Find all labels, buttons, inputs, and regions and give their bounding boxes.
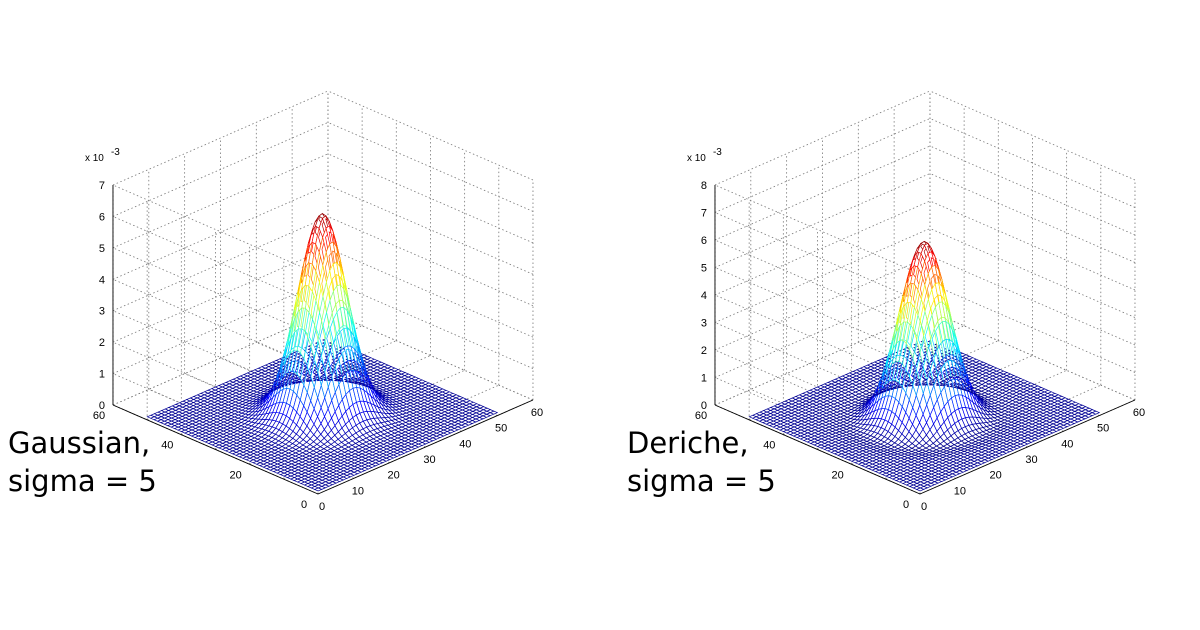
z-exponent-power: -3 — [111, 147, 120, 158]
x-tick-label: 10 — [954, 485, 966, 497]
wall-grid-line — [327, 247, 534, 338]
z-tick-label: 0 — [701, 400, 707, 412]
y-tick-label: 20 — [832, 469, 844, 481]
wall-grid-line — [112, 216, 329, 312]
wall-grid-line — [929, 118, 1136, 208]
surface-mesh — [146, 212, 499, 492]
z-tick-label: 7 — [99, 180, 105, 192]
x-tick-label: 60 — [1133, 407, 1145, 419]
wall-grid-line — [714, 145, 931, 241]
wall-grid-line — [327, 310, 534, 401]
wall-grid-line — [714, 255, 931, 351]
z-tick-label: 0 — [99, 400, 105, 412]
surface-mesh — [748, 240, 1101, 492]
wall-grid-line — [112, 184, 329, 280]
x-tick-label: 60 — [531, 407, 543, 419]
z-tick-label: 4 — [99, 274, 105, 286]
wall-grid-line — [929, 283, 1136, 373]
x-tick-label: 40 — [459, 438, 471, 450]
wall-grid-line — [327, 279, 534, 369]
x-tick-label: 20 — [388, 470, 400, 482]
y-tick-label: 40 — [763, 440, 775, 452]
wall-grid-line — [929, 200, 1136, 291]
caption-line-1: Gaussian, — [8, 426, 151, 460]
x-tick-label: 0 — [319, 501, 325, 513]
deriche-surface-plot: 0 10 20 30 40 50 60 0 20 40 60 0 1 2 3 4 5 6 7 8 x 10 -3 Deri… — [600, 0, 1200, 630]
x-tick-label: 30 — [423, 454, 435, 466]
z-tick-label: 3 — [99, 306, 105, 318]
wall-grid-line — [929, 90, 1136, 181]
wall-grid-line — [714, 228, 931, 323]
wall-grid-line — [327, 122, 534, 212]
wall-grid-line — [327, 90, 534, 181]
z-tick-label: 2 — [99, 337, 105, 349]
surface-cell — [489, 410, 499, 415]
x-axis-line — [919, 399, 1136, 495]
y-tick-label: 0 — [903, 499, 909, 511]
z-tick-label: 4 — [701, 290, 707, 302]
axis-lines — [714, 185, 1136, 495]
caption-line-2: sigma = 5 — [8, 464, 157, 498]
z-exponent-label: x 10 — [85, 153, 104, 164]
z-tick-label: 6 — [701, 235, 707, 247]
y-tick-label: 20 — [230, 469, 242, 481]
z-tick-label: 3 — [701, 318, 707, 330]
z-exponent-label: x 10 — [687, 153, 706, 164]
x-tick-label: 20 — [990, 470, 1002, 482]
wall-grid-line — [112, 247, 329, 343]
wall-grid-line — [929, 173, 1136, 263]
gaussian-caption: Gaussian, sigma = 5 — [8, 424, 157, 500]
y-tick-label: 60 — [695, 410, 707, 422]
x-tick-label: 50 — [495, 423, 507, 435]
wall-grid-line — [929, 228, 1136, 318]
axis-lines — [112, 185, 534, 495]
wall-grid-line — [714, 310, 931, 406]
z-tick-label: 5 — [701, 263, 707, 275]
x-tick-label: 30 — [1025, 454, 1037, 466]
wall-grid-line — [929, 255, 1136, 346]
z-tick-label: 2 — [701, 345, 707, 357]
x-tick-label: 50 — [1097, 423, 1109, 435]
wall-grid-line — [112, 90, 329, 186]
y-tick-label: 60 — [93, 410, 105, 422]
y-axis-line — [714, 404, 921, 495]
wall-grid-line — [714, 90, 931, 186]
y-tick-label: 0 — [301, 499, 307, 511]
x-tick-label: 40 — [1061, 438, 1073, 450]
z-tick-label: 5 — [99, 243, 105, 255]
wall-grid-line — [112, 184, 319, 275]
gaussian-surface-plot: 0 10 20 30 40 50 60 0 20 40 60 0 1 2 3 4 5 6 7 x 10 -3 Gauss… — [8, 90, 543, 513]
z-tick-label: 8 — [701, 180, 707, 192]
z-tick-label: 1 — [701, 373, 707, 385]
wall-grid-line — [929, 145, 1136, 236]
wall-grid-line — [714, 173, 931, 268]
y-tick-label: 40 — [161, 440, 173, 452]
wall-grid-line — [327, 184, 534, 275]
wall-grid-line — [714, 118, 931, 213]
y-axis-line — [112, 404, 319, 495]
wall-grid-line — [929, 310, 1136, 401]
wall-grid-line — [327, 153, 534, 244]
z-tick-label: 1 — [99, 369, 105, 381]
wall-grid-line — [714, 283, 931, 378]
z-tick-label: 7 — [701, 208, 707, 220]
wall-grid-line — [112, 310, 329, 406]
wall-grid-line — [714, 184, 921, 275]
x-tick-label: 10 — [352, 485, 364, 497]
wall-grid-line — [714, 200, 931, 296]
x-tick-label: 0 — [921, 501, 927, 513]
wall-grid-line — [112, 153, 329, 249]
z-exponent-power: -3 — [713, 147, 722, 158]
z-tick-label: 6 — [99, 211, 105, 223]
wall-grid-line — [714, 267, 921, 357]
x-axis-line — [317, 399, 534, 495]
wall-grid-line — [112, 122, 329, 217]
wall-grid-line — [112, 279, 329, 374]
wall-grid-line — [327, 216, 534, 307]
